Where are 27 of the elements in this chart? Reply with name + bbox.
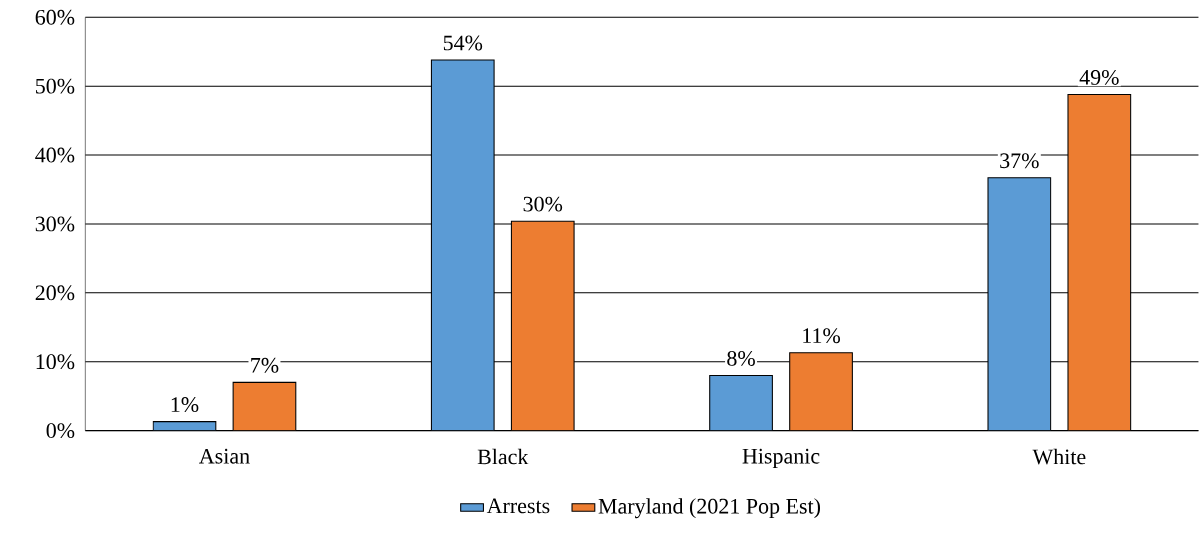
bar (1067, 93, 1132, 431)
data-label: 8% (727, 351, 755, 366)
x-tick-label: Asian (199, 448, 250, 464)
data-label: 54% (443, 35, 483, 51)
bar (152, 421, 217, 431)
x-tick-label: Hispanic (742, 448, 820, 469)
y-tick-label: 50% (36, 78, 75, 94)
data-label: 11% (803, 328, 841, 344)
bar (709, 375, 773, 431)
x-tick-label: White (1032, 448, 1086, 465)
y-tick-label: 10% (36, 354, 75, 370)
y-tick-label: 30% (35, 216, 75, 232)
legend-label: Arrests (486, 498, 550, 514)
y-tick-label: 0% (46, 423, 75, 439)
legend-label: Maryland (2021 Pop Est) (598, 498, 821, 519)
bar (510, 220, 575, 431)
data-label: 37% (1000, 153, 1039, 169)
y-tick-label: 20% (35, 285, 75, 301)
x-tick-label: Black (477, 448, 529, 465)
y-tick-label: 60% (35, 9, 75, 25)
data-label: 7% (251, 357, 279, 373)
y-tick-label: 40% (35, 147, 75, 163)
data-label: 1% (171, 397, 199, 413)
data-label: 30% (523, 196, 563, 212)
bar (232, 381, 297, 431)
data-label: 49% (1079, 70, 1119, 85)
bar (789, 352, 853, 431)
